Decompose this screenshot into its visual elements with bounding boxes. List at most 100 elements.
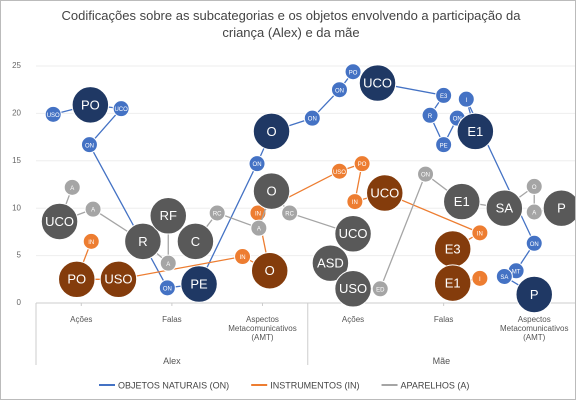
bubble-label: ASD xyxy=(317,256,344,271)
bubble xyxy=(334,270,372,308)
bubble-label: C xyxy=(191,234,200,249)
bubble-label: USO xyxy=(47,113,60,119)
x-tick-label: Falas xyxy=(162,315,182,324)
bubble-label: E1 xyxy=(467,124,483,139)
bubble-label: RF xyxy=(160,208,177,223)
bubble xyxy=(99,260,138,299)
bubble-label: USO xyxy=(339,281,367,296)
bubble-label: MT xyxy=(512,269,521,275)
bubble xyxy=(303,109,321,127)
bubble xyxy=(334,215,372,253)
bubble xyxy=(281,204,299,222)
legend-label: APARELHOS (A) xyxy=(401,380,470,390)
bubble-label: E1 xyxy=(445,276,461,291)
bubble xyxy=(311,244,350,282)
bubble xyxy=(433,264,472,302)
bubble xyxy=(435,86,453,104)
bubble-label: RC xyxy=(213,212,222,218)
bubble xyxy=(112,100,130,118)
bubble-label: USO xyxy=(333,170,346,176)
bubble-label: PO xyxy=(81,97,100,112)
y-tick-label: 10 xyxy=(12,203,21,212)
bubble xyxy=(456,112,495,151)
bubble xyxy=(82,232,100,250)
bubble xyxy=(366,174,404,212)
bubble xyxy=(358,64,397,102)
bubble-label: ON xyxy=(85,143,94,149)
bubble xyxy=(417,165,435,183)
bubble xyxy=(158,279,176,297)
bubble xyxy=(353,155,371,173)
bubble-label: ON xyxy=(253,162,262,168)
bubble-label: ON xyxy=(308,117,317,123)
bubble-label: A xyxy=(70,186,74,192)
bubble-label: A xyxy=(166,262,170,268)
bubble xyxy=(80,136,98,154)
bubble-label: P xyxy=(557,201,566,216)
bubble-label: P xyxy=(530,287,539,302)
y-tick-label: 25 xyxy=(12,61,21,70)
bubble-label: E3 xyxy=(445,241,461,256)
bubble xyxy=(471,224,489,242)
bubble xyxy=(495,267,513,285)
bubble xyxy=(457,90,475,108)
bubble-label: ON xyxy=(421,173,430,179)
bubble-label: I xyxy=(465,98,467,104)
bubble xyxy=(485,189,524,227)
bubble-label: E3 xyxy=(440,94,448,100)
group-label: Alex xyxy=(163,356,181,366)
bubble-label: UCO xyxy=(45,214,74,229)
bubble xyxy=(525,234,543,252)
bubble-label: UCO xyxy=(114,107,128,113)
bubble-label: ON xyxy=(163,286,172,292)
bubble xyxy=(346,193,364,211)
bubble xyxy=(252,172,291,210)
bubble-label: PO xyxy=(67,272,86,287)
bubble xyxy=(525,177,543,195)
bubble-label: IN xyxy=(477,231,483,237)
bubble xyxy=(250,219,268,237)
bubble xyxy=(250,252,289,290)
x-tick-label: Aspectos Metacomunicativos (AMT) xyxy=(499,315,569,342)
legend-label: OBJETOS NATURAIS (ON) xyxy=(118,380,229,390)
bubble xyxy=(149,197,187,235)
y-tick-label: 15 xyxy=(12,156,21,165)
bubble xyxy=(180,265,218,303)
bubble xyxy=(124,222,162,261)
bubble xyxy=(44,105,62,123)
group-label: Mãe xyxy=(432,356,451,366)
bubble-label: UCO xyxy=(339,226,368,241)
bubble-label: E1 xyxy=(454,194,470,209)
bubble xyxy=(208,204,226,222)
bubble xyxy=(159,254,177,272)
y-tick-label: 5 xyxy=(17,251,22,260)
bubble xyxy=(443,182,481,221)
bubble-label: PE xyxy=(440,143,448,149)
bubble xyxy=(435,136,453,154)
bubble-label: IN xyxy=(240,255,246,261)
bubble-label: O xyxy=(266,124,276,139)
bubble xyxy=(252,112,291,151)
bubble-label: O xyxy=(532,185,537,191)
x-tick-label: Ações xyxy=(70,315,93,324)
bubble-label: UCO xyxy=(363,76,392,91)
bubble-label: I xyxy=(479,277,481,283)
bubble xyxy=(176,222,215,261)
bubble-label: R xyxy=(428,114,433,120)
bubble xyxy=(515,275,553,314)
bubble-label: USO xyxy=(104,272,132,287)
bubble xyxy=(234,248,252,266)
bubble-label: UCO xyxy=(370,185,399,200)
bubble xyxy=(330,162,348,180)
bubble-label: RC xyxy=(285,212,294,218)
bubble xyxy=(71,86,110,124)
x-tick-label: Aspectos Metacomunicativos (AMT) xyxy=(228,315,297,342)
y-tick-label: 0 xyxy=(17,298,22,307)
bubble-label: A xyxy=(91,208,95,214)
x-tick-label: Falas xyxy=(433,315,454,324)
legend-label: INSTRUMENTOS (IN) xyxy=(270,380,359,390)
bubble-label: IN xyxy=(88,240,94,246)
bubble xyxy=(40,202,79,241)
bubble xyxy=(248,155,266,173)
